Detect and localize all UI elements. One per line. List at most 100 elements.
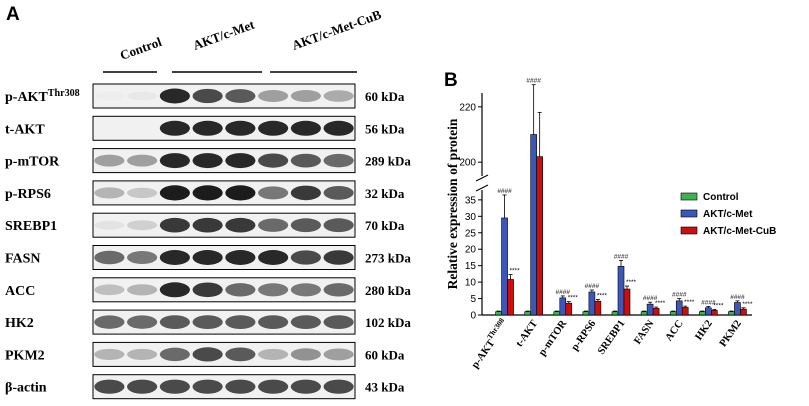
blot-band xyxy=(258,90,289,102)
significance-akt: #### xyxy=(585,283,600,290)
bar xyxy=(740,308,747,316)
panel-a-letter: A xyxy=(6,4,20,25)
significance-akt: #### xyxy=(701,299,716,306)
blot-band xyxy=(225,217,256,233)
x-tick-label: p-mTOR xyxy=(537,318,570,358)
blot-kda-label: 70 kDa xyxy=(365,218,405,233)
blot-band xyxy=(225,379,256,394)
bar-group: **** xyxy=(652,300,666,316)
bar xyxy=(559,297,567,316)
blot-band xyxy=(159,153,190,169)
blot-band xyxy=(225,283,256,297)
blot-band xyxy=(323,185,354,200)
bar-group xyxy=(582,310,590,316)
x-tick-label: HK2 xyxy=(693,318,714,342)
y-tick-label: 10 xyxy=(465,278,477,289)
legend-label: AKT/c-Met-CuB xyxy=(703,226,776,237)
blot-row: p-AKTThr308 60 kDa xyxy=(5,83,405,109)
blot-band xyxy=(225,185,256,201)
y-tick-label: 20 xyxy=(465,245,477,256)
blot-band xyxy=(127,154,158,167)
blot-band xyxy=(159,347,190,362)
x-tick-label-text: t-AKT xyxy=(514,318,540,349)
group-label: AKT/c-Met xyxy=(191,17,257,53)
blot-band xyxy=(192,153,223,169)
blot-row: FASN 273 kDa xyxy=(5,245,411,270)
blot-band xyxy=(258,250,289,265)
bar xyxy=(623,288,631,316)
blot-band xyxy=(225,250,256,265)
x-tick-label-text: PKM2 xyxy=(718,318,744,349)
bar xyxy=(530,134,537,316)
blot-band xyxy=(290,120,321,136)
blot-band xyxy=(127,220,158,231)
bar xyxy=(734,302,741,316)
bar xyxy=(524,311,531,316)
bar-chart: 0 5 10 15 20 25 30 35 200 220 Relative expression … xyxy=(445,78,753,371)
blot-band xyxy=(323,379,354,394)
significance-akt: #### xyxy=(497,188,512,195)
bar xyxy=(594,300,602,316)
x-tick-label-text: ACC xyxy=(664,318,686,343)
blot-row: HK2 102 kDa xyxy=(5,309,411,335)
blot-protein-label-text: ACC xyxy=(5,284,35,299)
blot-protein-label-text: SREBP1 xyxy=(5,219,57,234)
blot-band xyxy=(159,379,190,394)
blot-band xyxy=(258,315,289,330)
x-tick-label-text: FASN xyxy=(632,318,657,346)
blot-band xyxy=(258,186,289,200)
blot-band xyxy=(290,283,321,297)
blot-band xyxy=(94,250,125,265)
blot-kda-label: 102 kDa xyxy=(365,315,411,330)
group-label: AKT/c-Met-CuB xyxy=(290,7,384,53)
chart-legend: Control AKT/c-Met AKT/c-Met-CuB xyxy=(680,192,776,237)
blot-band xyxy=(192,315,223,330)
blot-band xyxy=(192,120,223,136)
blot-band xyxy=(225,120,256,136)
bar xyxy=(675,300,683,316)
blot-band xyxy=(94,92,125,100)
blot-band xyxy=(290,218,321,233)
blot-protein-label-text: p-mTOR xyxy=(5,155,60,170)
blot-band xyxy=(192,347,223,362)
blot-protein-label-text: p-RPS6 xyxy=(5,187,51,202)
blot-band xyxy=(159,120,190,136)
blot-protein-label: t-AKT xyxy=(5,122,45,137)
blot-protein-label-text: β-actin xyxy=(5,381,47,396)
significance-cub: **** xyxy=(626,279,637,286)
bar-group: **** xyxy=(623,279,637,316)
significance-akt: #### xyxy=(730,294,745,301)
blot-band xyxy=(323,120,354,136)
significance-cub: **** xyxy=(655,300,666,307)
blot-band xyxy=(127,348,158,360)
x-tick-label: PKM2 xyxy=(718,318,744,349)
bar-group: #### xyxy=(497,188,512,316)
significance-cub: **** xyxy=(568,295,579,302)
legend-label: AKT/c-Met xyxy=(703,209,753,220)
blot-band xyxy=(94,220,125,230)
blot-kda-label: 280 kDa xyxy=(365,283,411,298)
axis-break-mark xyxy=(475,174,489,182)
bar-group: #### xyxy=(730,294,745,316)
blot-band xyxy=(258,120,289,136)
blot-band xyxy=(192,282,223,298)
blot-band xyxy=(94,315,125,329)
blot-band xyxy=(225,153,256,169)
blot-band xyxy=(290,185,321,201)
blot-kda-label: 56 kDa xyxy=(365,121,405,136)
blot-band xyxy=(159,88,190,104)
blot-kda-label: 60 kDa xyxy=(365,347,405,362)
significance-akt: #### xyxy=(556,289,571,296)
significance-cub: **** xyxy=(742,301,753,308)
bar xyxy=(588,291,596,316)
blot-protein-label: p-mTOR xyxy=(5,155,60,170)
panel-b-letter: B xyxy=(444,70,458,91)
x-tick-label-text: SREBP1 xyxy=(596,318,627,356)
blot-kda-label: 43 kDa xyxy=(365,380,405,395)
blot-kda-label: 60 kDa xyxy=(365,89,405,104)
y-tick-label: 200 xyxy=(459,158,476,169)
blot-band xyxy=(290,90,321,102)
blot-protein-label: p-RPS6 xyxy=(5,187,51,202)
blot-band xyxy=(258,153,289,168)
